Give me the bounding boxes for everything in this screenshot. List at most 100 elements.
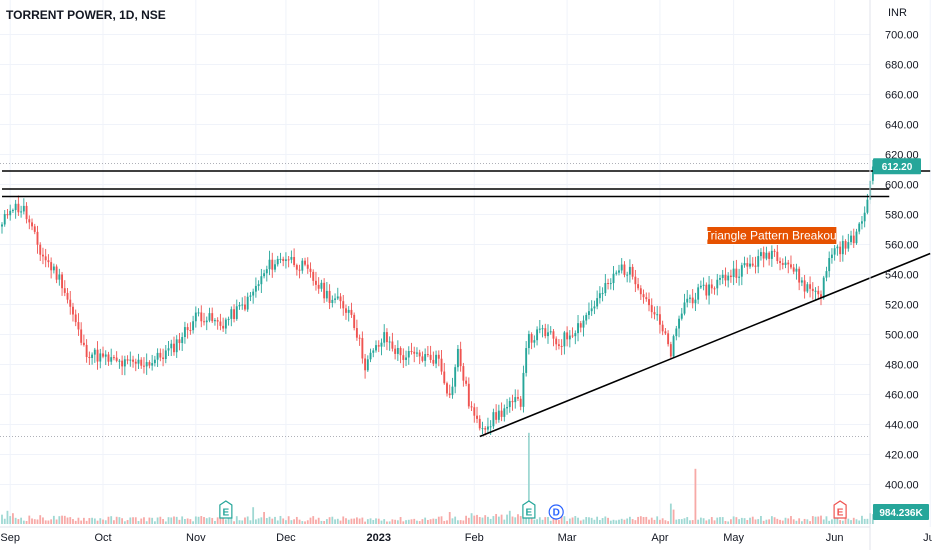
volume-bar (205, 518, 208, 524)
volume-bar (650, 517, 653, 524)
volume-bar (448, 512, 451, 524)
volume-bar (290, 520, 293, 524)
candle-body (451, 386, 454, 396)
candle-body (72, 306, 74, 315)
volume-bar (833, 518, 836, 524)
candle-body (77, 322, 80, 330)
volume-bar (871, 514, 874, 524)
volume-bar (285, 520, 287, 524)
candle-body (342, 301, 345, 309)
time-tick-label: Sep (0, 532, 20, 544)
volume-bar (863, 518, 866, 524)
candle-body (20, 211, 23, 213)
candle-body (593, 306, 596, 309)
volume-bar (749, 517, 751, 524)
volume-bar (96, 520, 99, 524)
ascending-trendline[interactable] (479, 252, 931, 438)
earnings-icon (219, 500, 233, 519)
volume-bar (544, 517, 547, 524)
earnings-marker[interactable]: E (833, 500, 847, 519)
volume-bar (555, 519, 558, 524)
volume-bar (765, 519, 768, 524)
candle-body (484, 428, 487, 430)
candle-body (42, 254, 44, 257)
volume-bar (547, 516, 549, 524)
volume-bar (386, 521, 388, 524)
volume-bar (52, 515, 55, 524)
dividend-marker[interactable]: D (548, 504, 564, 520)
last-price-badge: 612.20 (873, 158, 921, 175)
candle-body (88, 357, 91, 359)
earnings-marker[interactable]: E (219, 500, 233, 519)
price-tick-label: 540.00 (885, 270, 919, 282)
candle-body (448, 393, 451, 396)
candle-body (391, 341, 394, 349)
candle-body (320, 282, 323, 289)
candle-body (784, 262, 787, 265)
candle-body (705, 284, 708, 296)
volume-bar (462, 520, 465, 524)
volume-bar (17, 519, 20, 524)
volume-bar (148, 517, 151, 524)
volume-bar (691, 520, 694, 524)
candle-body (235, 306, 238, 319)
volume-bar (675, 519, 678, 524)
trendline[interactable] (479, 252, 931, 438)
candle-body (740, 265, 743, 277)
volume-bar (293, 519, 296, 524)
volume-bar (669, 503, 672, 524)
volume-bar (560, 516, 563, 524)
volume-bar (69, 517, 72, 524)
volume-bar (754, 519, 757, 524)
volume-bar (724, 521, 727, 524)
candle-body (164, 350, 167, 359)
candle-body (121, 360, 124, 367)
candle-body (517, 397, 519, 399)
candle-body (678, 318, 680, 329)
volume-bar (503, 519, 506, 524)
volume-bar (866, 518, 869, 524)
volume-bar (792, 519, 795, 524)
volume-bar (279, 515, 282, 524)
candle-body (260, 276, 263, 285)
volume-bar (536, 519, 538, 524)
candle-body (276, 258, 279, 265)
volume-bar (366, 519, 369, 524)
annotation[interactable]: Triangle Pattern Breakout (704, 226, 841, 245)
candle-body (271, 259, 274, 270)
candle-body (702, 284, 705, 286)
candle-body (729, 275, 732, 278)
candle-body (675, 328, 678, 337)
earnings-icon (833, 500, 847, 519)
price-scale[interactable]: 400.00 420.00 440.00 460.00 480.00 500.00 520.… (885, 30, 919, 492)
time-scale[interactable]: Sep Oct Nov Dec 2023 Feb Mar Apr May Jun Jul (0, 532, 932, 544)
volume-bar (74, 520, 77, 524)
volume-bar (126, 520, 129, 524)
volume-bar (25, 520, 28, 524)
candle-body (798, 268, 801, 283)
volume-bar (418, 521, 421, 524)
candle-body (410, 351, 413, 353)
volume-bar (50, 519, 53, 524)
volume-bar (260, 517, 263, 524)
time-tick-label: Jun (826, 532, 844, 544)
volume-bar (787, 518, 790, 524)
volume-bar (134, 517, 137, 524)
candle-body (304, 260, 306, 265)
volume-bars (1, 432, 874, 524)
time-tick-label: Jul (923, 532, 932, 544)
candle-body (74, 314, 77, 323)
candle-body (156, 352, 159, 360)
volume-bar (847, 518, 850, 524)
volume-bar (656, 516, 659, 524)
candle-body (626, 274, 629, 276)
candle-body (470, 406, 473, 408)
earnings-marker[interactable]: E (522, 500, 536, 519)
candle-body (476, 415, 478, 419)
candle-body (396, 347, 399, 354)
candle-body (661, 324, 664, 332)
candle-body (99, 353, 102, 362)
volume-bar (519, 516, 522, 524)
volume-bar (224, 519, 227, 524)
